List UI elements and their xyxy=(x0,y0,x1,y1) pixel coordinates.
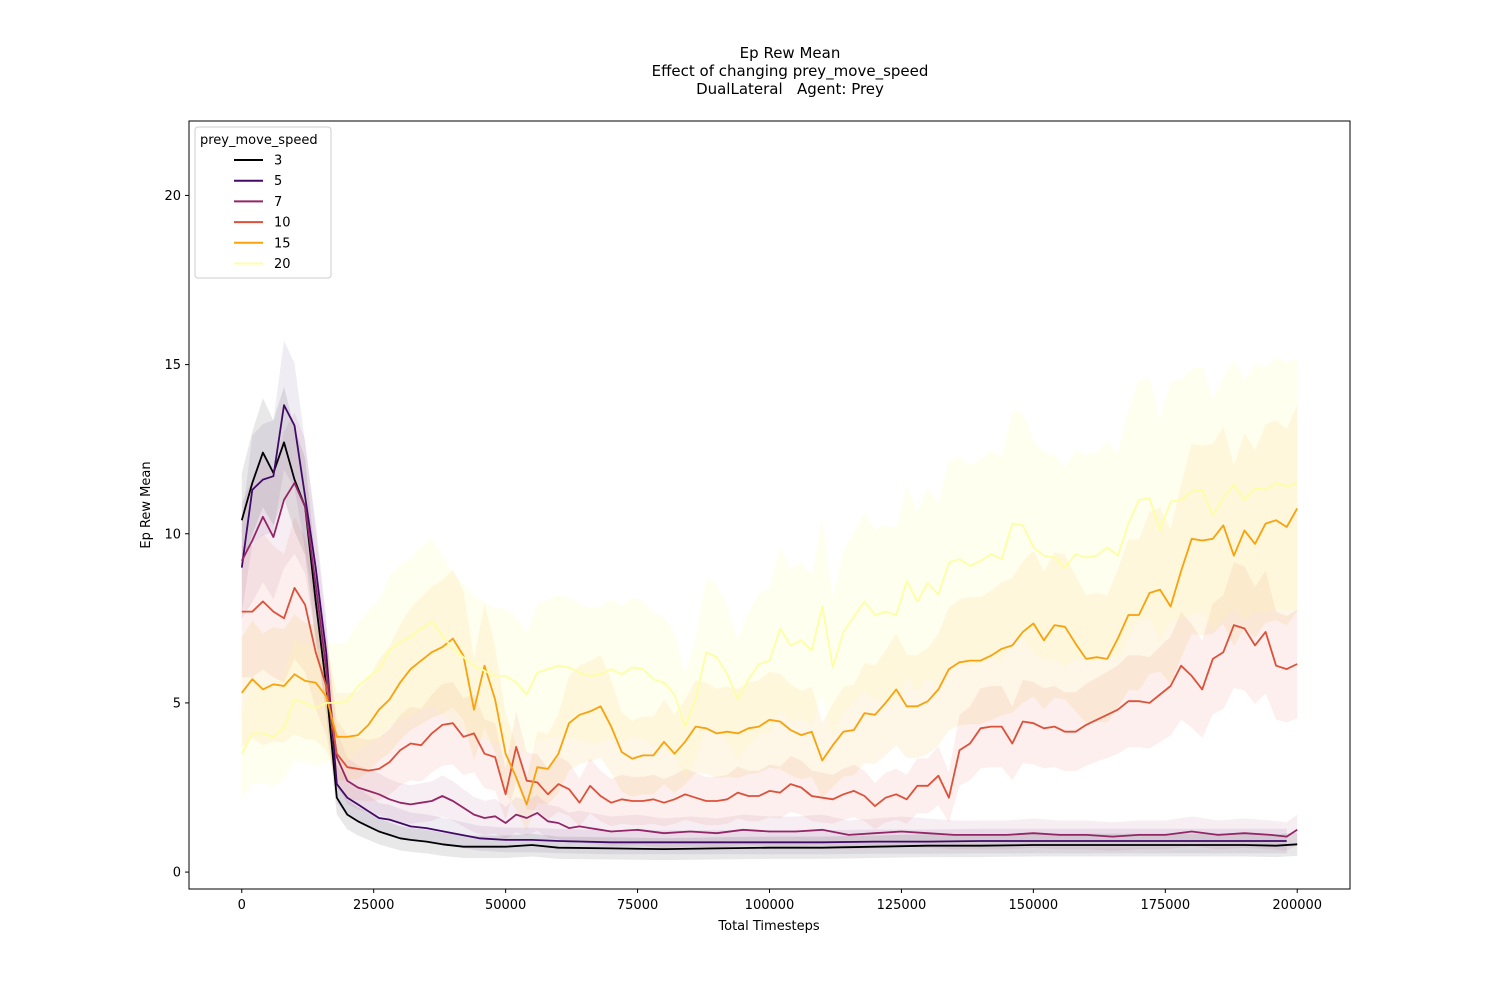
x-axis-label: Total Timesteps xyxy=(717,919,819,934)
series-band-3 xyxy=(241,386,1298,861)
x-tick-label: 150000 xyxy=(1009,898,1059,913)
chart-title-line-3: DualLateral Agent: Prey xyxy=(696,80,884,98)
y-tick-label: 15 xyxy=(164,358,181,373)
y-tick-label: 20 xyxy=(164,189,181,204)
series-line-15 xyxy=(241,507,1298,806)
y-tick-label: 10 xyxy=(164,527,181,542)
series-line-20 xyxy=(241,482,1298,755)
legend-label-10: 10 xyxy=(274,216,291,231)
series-line-10 xyxy=(241,587,1298,807)
series-line-7 xyxy=(241,482,1298,838)
chart-title-line-2: Effect of changing prey_move_speed xyxy=(652,62,929,81)
x-tick-label: 175000 xyxy=(1140,898,1190,913)
x-tick-label: 25000 xyxy=(353,898,394,913)
legend-label-20: 20 xyxy=(274,257,291,272)
chart-title: Ep Rew Mean Effect of changing prey_move… xyxy=(652,44,929,98)
legend-title: prey_move_speed xyxy=(200,133,318,148)
x-tick-label: 125000 xyxy=(877,898,927,913)
confidence-bands xyxy=(241,340,1298,861)
legend-label-15: 15 xyxy=(274,236,291,251)
y-tick-label: 0 xyxy=(173,866,181,881)
chart-title-line-1: Ep Rew Mean xyxy=(740,44,841,62)
x-axis: 0 25000 50000 75000 100000 125000 150000 175000… xyxy=(238,889,1322,913)
legend: prey_move_speed 3 5 7 10 15 20 xyxy=(194,126,332,279)
x-tick-label: 50000 xyxy=(485,898,526,913)
series-band-5 xyxy=(241,340,1287,855)
legend-label-7: 7 xyxy=(274,195,282,210)
legend-label-5: 5 xyxy=(274,174,282,189)
y-axis-label: Ep Rew Mean xyxy=(139,461,154,548)
series-lines xyxy=(240,404,1298,850)
x-tick-label: 200000 xyxy=(1272,898,1322,913)
x-tick-label: 75000 xyxy=(617,898,658,913)
legend-box xyxy=(194,126,332,279)
x-tick-label: 100000 xyxy=(745,898,795,913)
series-line-5 xyxy=(240,404,1287,844)
series-band-20 xyxy=(241,357,1298,798)
series-band-15 xyxy=(241,405,1298,831)
legend-label-3: 3 xyxy=(274,154,282,169)
x-tick-label: 0 xyxy=(238,898,246,913)
y-axis: 0 5 10 15 20 xyxy=(164,189,189,881)
series-band-10 xyxy=(241,516,1298,830)
y-tick-label: 5 xyxy=(173,696,181,711)
